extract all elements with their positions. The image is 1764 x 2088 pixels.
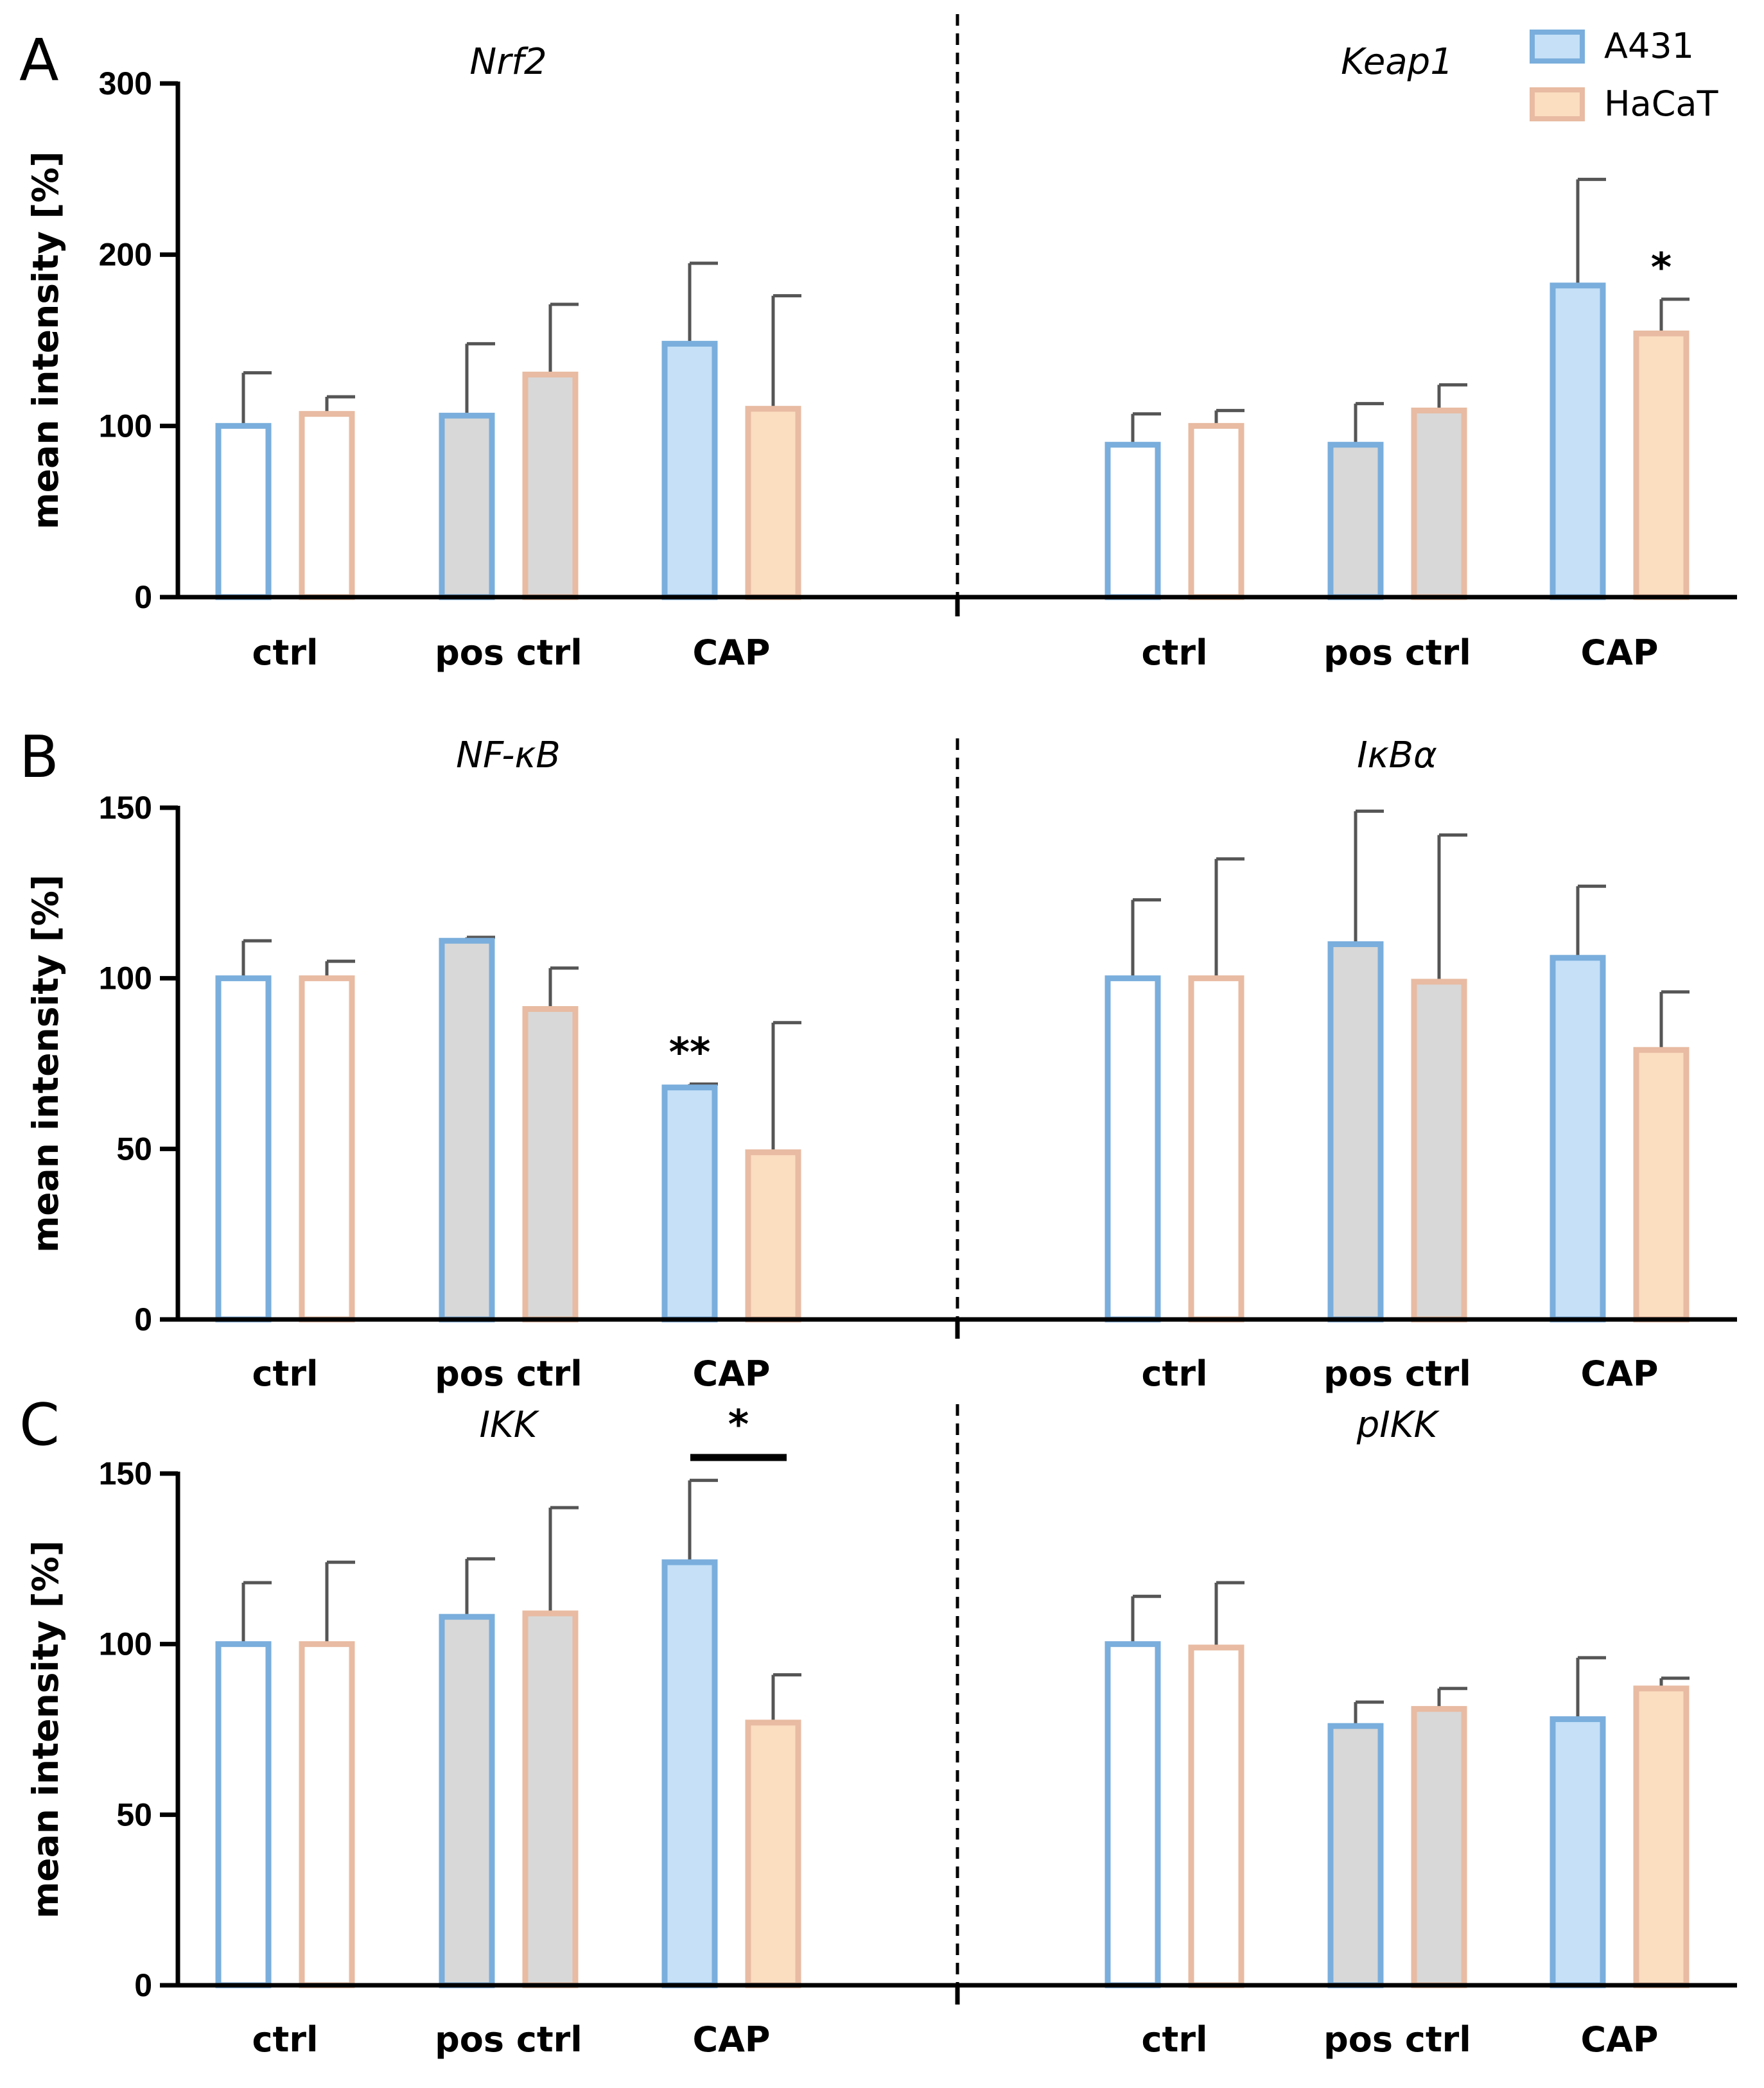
gene-title: NF-κB — [456, 735, 561, 776]
category-label: pos ctrl — [1323, 632, 1471, 673]
bar-hacat-ctrl — [299, 975, 355, 1323]
bar-a431-cap — [661, 1084, 718, 1323]
panel-letter-C: C — [19, 1391, 60, 1459]
bar-a431-ctrl — [215, 1641, 272, 1988]
bar-a431-pos-ctrl — [1327, 941, 1384, 1323]
bar-a431-pos-ctrl — [1327, 1723, 1384, 1988]
bar-hacat-cap — [1633, 1047, 1690, 1323]
bar-hacat-cap — [1633, 1685, 1690, 1988]
y-tick-label: 0 — [134, 1301, 152, 1337]
y-axis-label: mean intensity [%] — [25, 874, 66, 1253]
category-label: ctrl — [1142, 1353, 1208, 1394]
legend-label-a431: A431 — [1604, 26, 1694, 66]
category-label: pos ctrl — [435, 1353, 582, 1394]
gene-title: pIKK — [1356, 1404, 1440, 1446]
category-label: CAP — [1581, 632, 1659, 673]
category-label: CAP — [693, 2019, 771, 2060]
category-label: CAP — [693, 632, 771, 673]
bar-hacat-ctrl — [1188, 422, 1244, 600]
y-tick-label: 300 — [99, 65, 152, 101]
panel-letter-B: B — [19, 724, 59, 791]
bars-layer — [215, 177, 1690, 1988]
category-label: ctrl — [252, 1353, 319, 1394]
panel-letter-A: A — [19, 27, 59, 94]
bar-hacat-cap — [745, 1149, 801, 1323]
category-label: CAP — [693, 1353, 771, 1394]
significance-marker: * — [1651, 244, 1672, 291]
category-label: pos ctrl — [435, 632, 582, 673]
bar-hacat-ctrl — [1188, 975, 1244, 1323]
bar-a431-ctrl — [215, 422, 272, 600]
category-label: pos ctrl — [435, 2019, 582, 2060]
y-tick-label: 200 — [99, 237, 152, 273]
y-tick-label: 50 — [116, 1131, 152, 1167]
y-tick-label: 100 — [99, 1626, 152, 1662]
bar-a431-ctrl — [1105, 442, 1161, 600]
bar-hacat-cap — [745, 1719, 801, 1988]
legend: A431 HaCaT — [1530, 26, 1718, 124]
bar-a431-pos-ctrl — [439, 412, 495, 600]
bar-a431-ctrl — [1105, 1641, 1161, 1988]
category-label: CAP — [1581, 1353, 1659, 1394]
y-tick-label: 150 — [99, 790, 152, 826]
bar-a431-cap — [661, 340, 718, 600]
bar-hacat-pos-ctrl — [1411, 407, 1467, 600]
bracket-significance-marker: * — [728, 1401, 749, 1448]
bar-a431-cap — [1550, 1716, 1606, 1988]
bar-a431-cap — [661, 1559, 718, 1988]
bar-hacat-ctrl — [299, 411, 355, 600]
bar-a431-pos-ctrl — [439, 937, 495, 1323]
y-axis-label: mean intensity [%] — [25, 151, 66, 529]
category-label: pos ctrl — [1323, 1353, 1471, 1394]
bar-hacat-ctrl — [1188, 1644, 1244, 1988]
bar-a431-cap — [1550, 955, 1606, 1323]
category-label: ctrl — [252, 632, 319, 673]
bar-a431-ctrl — [1105, 975, 1161, 1323]
y-tick-label: 100 — [99, 408, 152, 444]
legend-swatch-hacat — [1530, 87, 1585, 121]
bar-hacat-pos-ctrl — [1411, 1706, 1467, 1988]
gene-title: IKK — [480, 1404, 540, 1446]
bar-hacat-cap — [745, 406, 801, 600]
bar-a431-cap — [1550, 283, 1606, 600]
gene-title: Keap1 — [1341, 41, 1453, 83]
bar-hacat-pos-ctrl — [522, 1005, 579, 1323]
y-tick-label: 150 — [99, 1456, 152, 1492]
category-label: pos ctrl — [1323, 2019, 1471, 2060]
y-axis-label: mean intensity [%] — [25, 1540, 66, 1918]
bar-hacat-pos-ctrl — [522, 371, 579, 600]
bar-hacat-pos-ctrl — [1411, 979, 1467, 1323]
bar-a431-ctrl — [215, 975, 272, 1323]
bar-a431-pos-ctrl — [439, 1614, 495, 1988]
y-tick-label: 50 — [116, 1797, 152, 1832]
bar-hacat-cap — [1633, 330, 1690, 600]
axes-layer — [160, 14, 1737, 2005]
category-label: CAP — [1581, 2019, 1659, 2060]
bar-a431-pos-ctrl — [1327, 442, 1384, 600]
bar-hacat-pos-ctrl — [522, 1610, 579, 1988]
gene-title: Nrf2 — [469, 41, 546, 83]
legend-swatch-a431 — [1530, 30, 1585, 64]
legend-label-hacat: HaCaT — [1604, 83, 1718, 124]
category-label: ctrl — [1142, 632, 1208, 673]
y-tick-label: 100 — [99, 961, 152, 996]
category-label: ctrl — [252, 2019, 319, 2060]
category-label: ctrl — [1142, 2019, 1208, 2060]
y-tick-label: 0 — [134, 579, 152, 615]
significance-marker: ** — [669, 1029, 711, 1075]
y-tick-label: 0 — [134, 1967, 152, 2003]
gene-title: IκBα — [1357, 735, 1437, 776]
bar-hacat-ctrl — [299, 1641, 355, 1988]
